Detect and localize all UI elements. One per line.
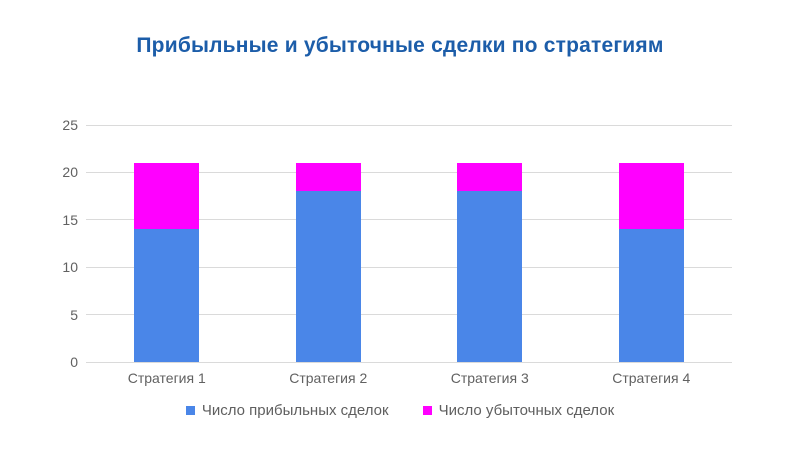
bar-group-2 (295, 125, 361, 362)
y-tick-label-5: 5 (70, 306, 78, 323)
bar-segment-profit-3 (457, 191, 523, 362)
chart-title: Прибыльные и убыточные сделки по стратег… (136, 34, 664, 57)
legend-item-loss: Число убыточных сделок (422, 402, 615, 419)
x-category-label-1: Стратегия 1 (127, 370, 206, 386)
bar-segment-loss-3 (457, 162, 523, 192)
legend: Число прибыльных сделок Число убыточных с… (0, 402, 800, 419)
y-tick-label-0: 0 (70, 354, 78, 370)
bar-group-3 (457, 125, 523, 362)
bar-segment-loss-1 (134, 162, 200, 230)
gridline-25 (86, 124, 732, 126)
legend-label: Число убыточных сделок (438, 402, 615, 419)
y-tick-label-25: 25 (62, 117, 78, 133)
y-tick-label-10: 10 (62, 259, 78, 276)
y-tick-label-15: 15 (62, 211, 78, 228)
bar-segment-loss-4 (618, 162, 684, 230)
legend-item-profit: Число прибыльных сделок (185, 402, 389, 419)
x-category-label-2: Стратегия 2 (289, 370, 368, 386)
x-category-label-4: Стратегия 4 (612, 370, 691, 386)
gridline-5 (86, 314, 732, 316)
bar-group-1 (134, 125, 200, 362)
bar-segment-profit-2 (295, 191, 361, 362)
bar-segment-loss-2 (295, 162, 361, 192)
gridline-10 (86, 266, 732, 268)
y-tick-label-20: 20 (62, 164, 78, 181)
plot-area: 0 5 10 15 20 25 Стратегия 1 Стратегия 2 Стратег… (62, 117, 732, 386)
bar-group-4 (618, 125, 684, 362)
legend-swatch-icon (422, 406, 432, 415)
bar-segment-profit-1 (134, 229, 200, 362)
legend-swatch-icon (185, 406, 195, 415)
gridline-15 (86, 219, 732, 221)
x-category-label-3: Стратегия 3 (450, 370, 529, 386)
gridline-20 (86, 171, 732, 173)
gridline-0 (86, 361, 732, 363)
legend-label: Число прибыльных сделок (201, 402, 389, 419)
bar-segment-profit-4 (618, 229, 684, 362)
